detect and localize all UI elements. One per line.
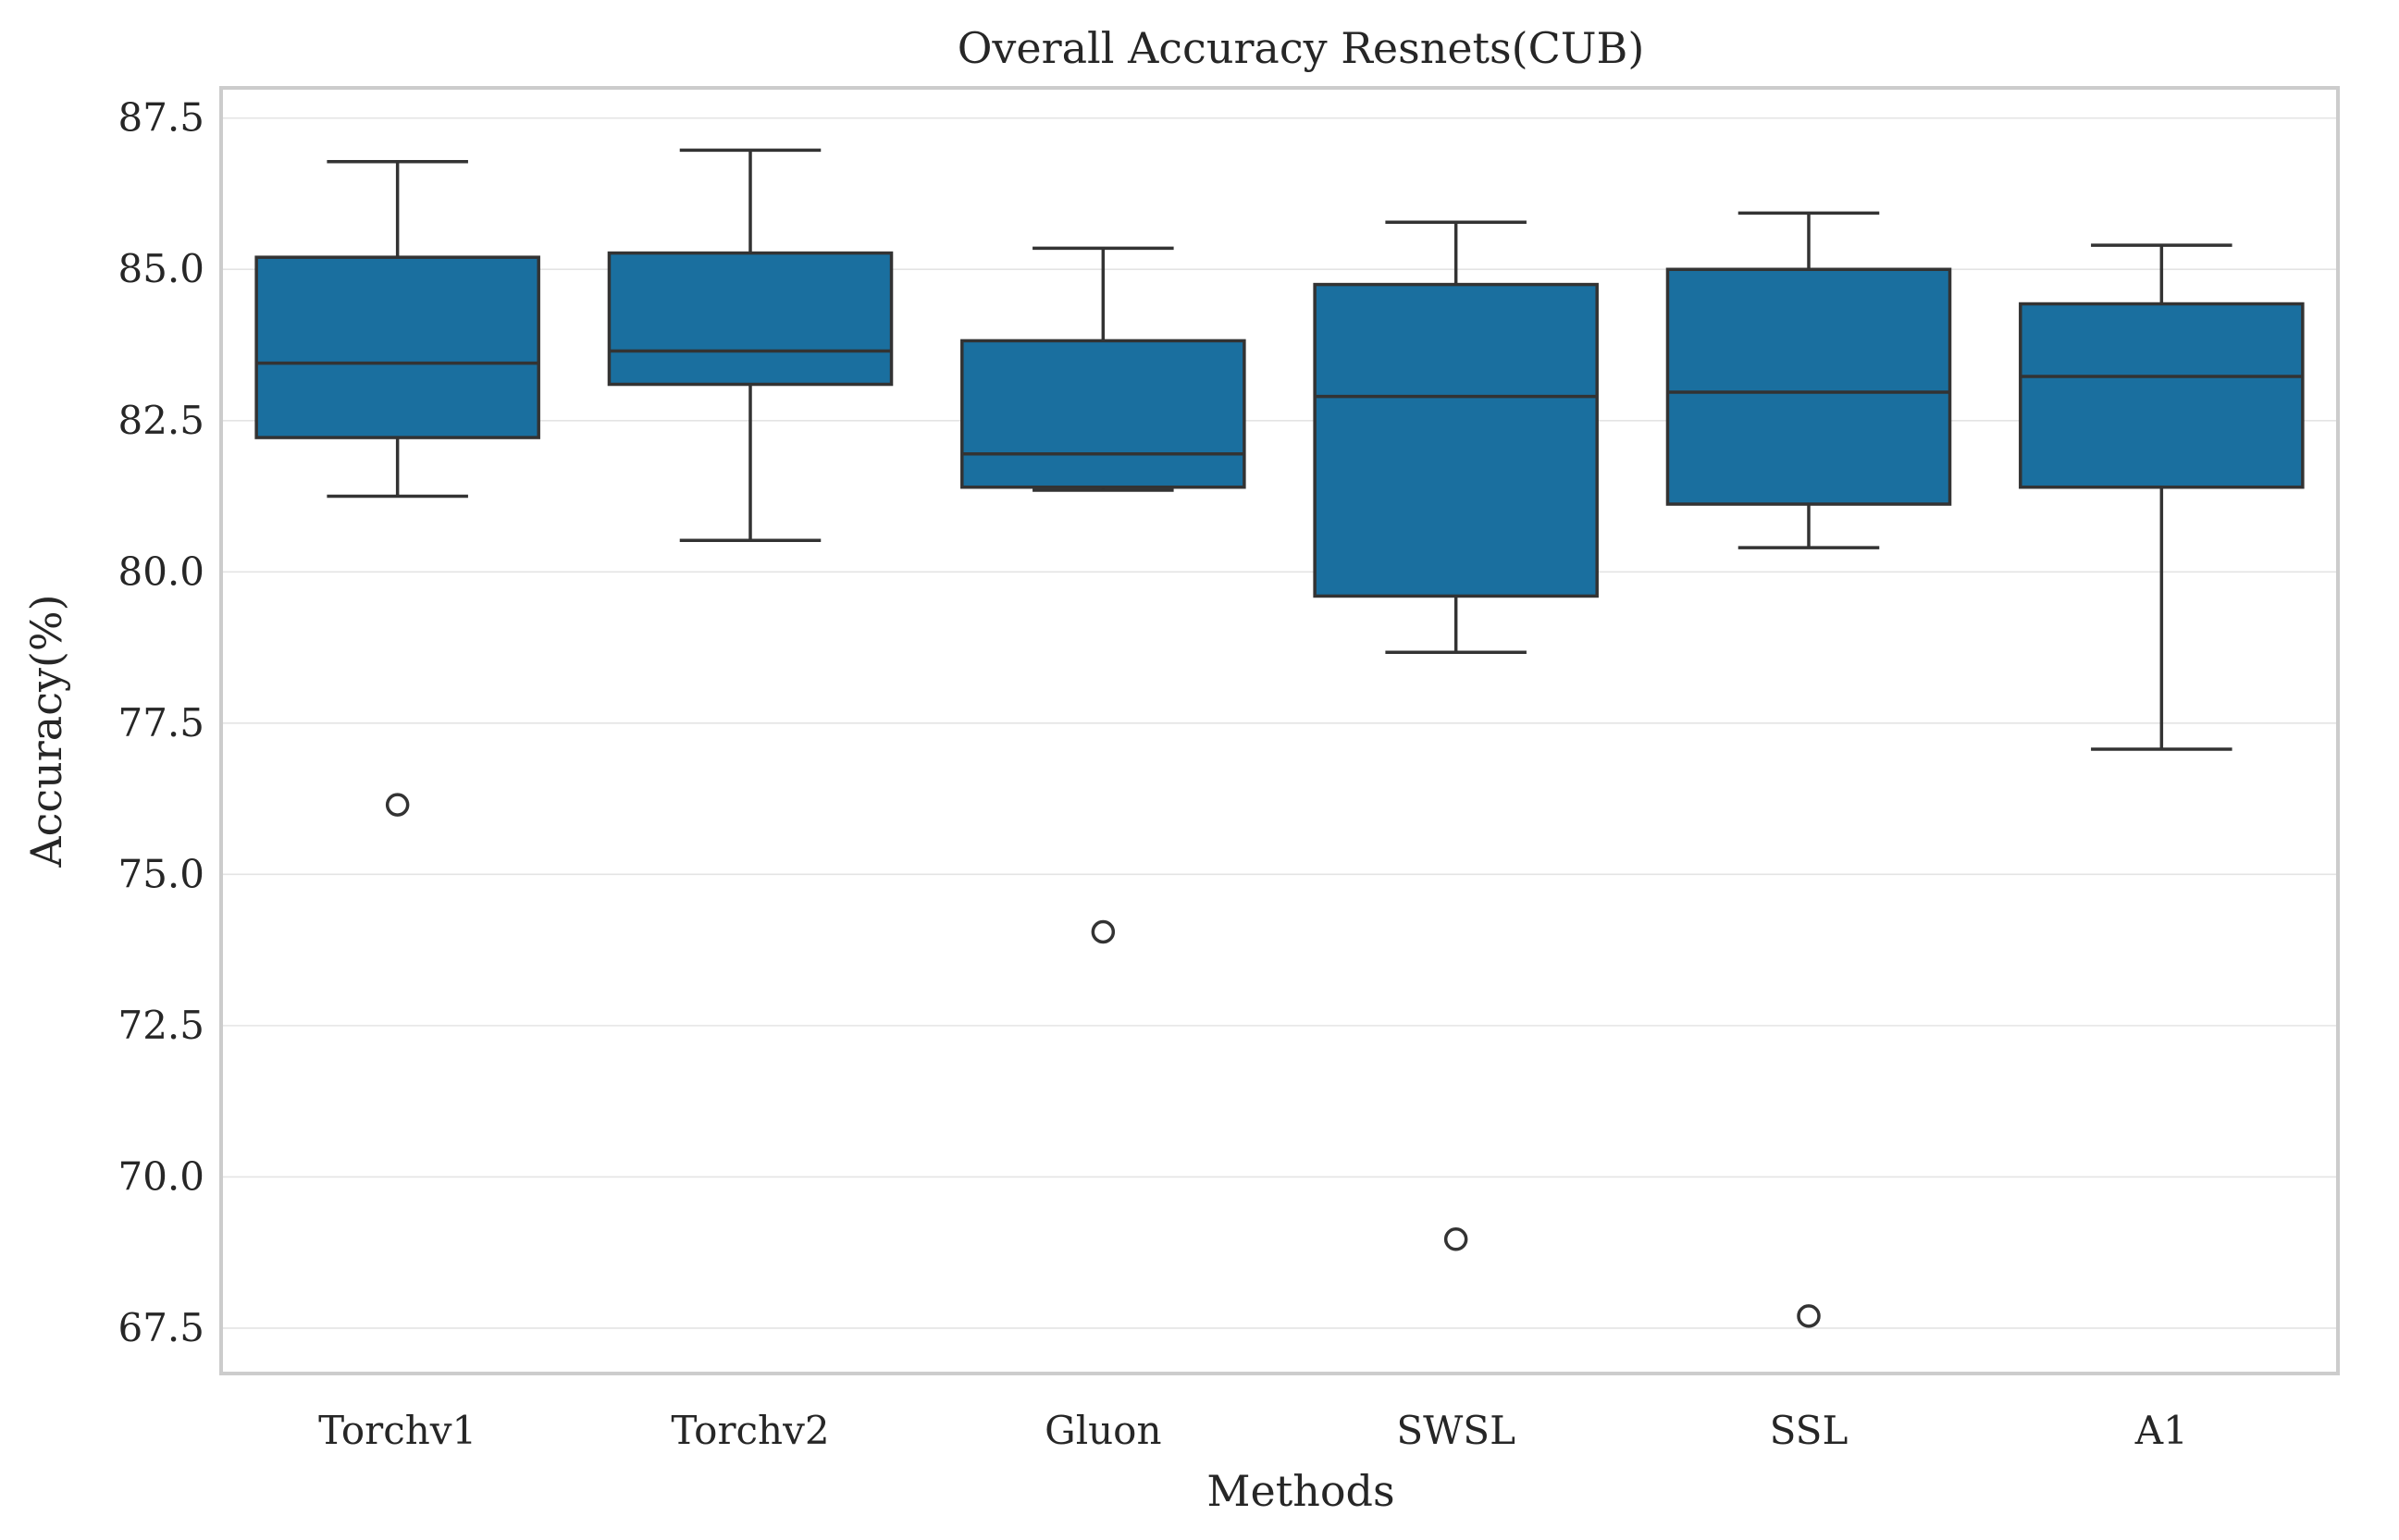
iqr-box [1313, 282, 1599, 598]
outlier-point [385, 793, 410, 817]
box-swsl [1313, 220, 1599, 1251]
x-tick-label: Torchv2 [671, 1408, 829, 1453]
iqr-box [960, 339, 1246, 489]
outlier-point [1797, 1304, 1821, 1328]
box-torchv2 [607, 148, 894, 543]
x-tick-label: Gluon [1045, 1408, 1161, 1453]
x-axis-ticks: Torchv1 Torchv2 Gluon SWSL SSL A1 [318, 1408, 2188, 1453]
y-axis-ticks: 67.5 70.0 72.5 75.0 77.5 80.0 82.5 85.0 87.5 [117, 95, 204, 1350]
y-tick-label: 82.5 [117, 398, 204, 443]
box-series [254, 148, 2305, 1328]
iqr-box [1665, 267, 1952, 506]
outlier-point [1443, 1227, 1468, 1251]
y-tick-label: 70.0 [117, 1153, 204, 1199]
box-gluon [960, 246, 1246, 944]
box-ssl [1665, 211, 1952, 1328]
iqr-box [2019, 302, 2305, 489]
y-tick-label: 67.5 [117, 1305, 204, 1350]
x-tick-label: A1 [2134, 1408, 2188, 1453]
outlier-point [1091, 919, 1116, 944]
x-axis-label: Methods [1206, 1466, 1394, 1516]
box-torchv1 [254, 160, 540, 817]
x-tick-label: Torchv1 [318, 1408, 476, 1453]
y-tick-label: 87.5 [117, 95, 204, 141]
x-tick-label: SSL [1770, 1408, 1849, 1453]
y-tick-label: 72.5 [117, 1003, 204, 1048]
y-axis-label: Accuracy(%) [21, 594, 71, 868]
iqr-box [607, 251, 894, 387]
y-tick-label: 77.5 [117, 700, 204, 745]
y-tick-label: 85.0 [117, 246, 204, 291]
y-tick-label: 75.0 [117, 851, 204, 896]
plot-frame [219, 86, 2340, 1375]
box-a1 [2019, 243, 2305, 751]
chart-title: Overall Accuracy Resnets(CUB) [958, 23, 1645, 73]
grid [221, 117, 2338, 1329]
iqr-box [254, 255, 540, 439]
y-tick-label: 80.0 [117, 548, 204, 594]
x-tick-label: SWSL [1396, 1408, 1515, 1453]
